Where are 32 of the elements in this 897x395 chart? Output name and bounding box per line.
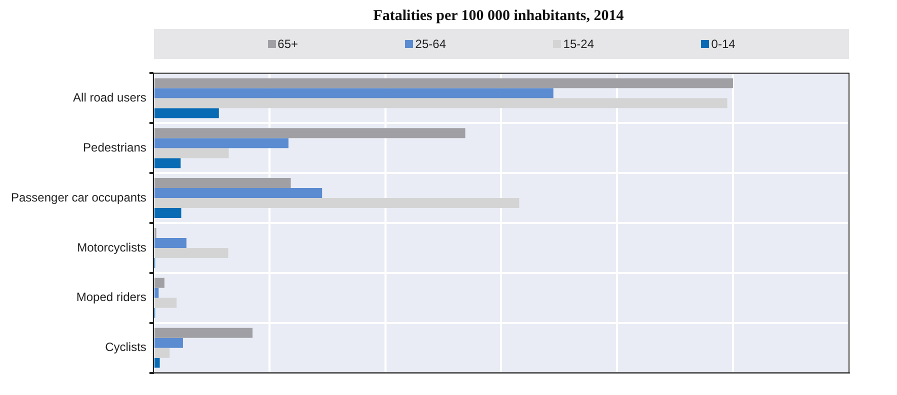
y-tick-label: Cyclists <box>105 340 146 354</box>
bar <box>154 348 170 358</box>
bar <box>154 138 288 148</box>
legend-label: 65+ <box>278 37 298 51</box>
bar <box>154 248 228 258</box>
legend-label: 15-24 <box>563 37 594 51</box>
bar <box>154 358 160 368</box>
y-tick-label: Passenger car occupants <box>10 190 146 204</box>
bar <box>154 98 728 108</box>
bar <box>154 158 181 168</box>
bar <box>154 338 183 348</box>
y-tick-label: All road users <box>73 90 146 104</box>
bar <box>154 108 219 118</box>
bar <box>154 328 253 338</box>
bar <box>154 298 177 308</box>
bar <box>154 128 466 138</box>
y-tick-label: Motorcyclists <box>77 240 146 254</box>
chart-title: Fatalities per 100 000 inhabitants, 2014 <box>372 8 625 25</box>
bar <box>154 208 182 218</box>
bar <box>154 198 520 208</box>
bar <box>154 178 291 188</box>
bar <box>154 88 554 98</box>
y-tick-label: Pedestrians <box>83 140 146 154</box>
legend-label: 0-14 <box>711 37 736 51</box>
y-tick-label: Moped riders <box>76 290 146 304</box>
bar <box>154 148 229 158</box>
bar <box>154 278 164 288</box>
legend-label: 25-64 <box>415 37 446 51</box>
bar <box>154 188 322 198</box>
bar <box>154 78 734 88</box>
bar <box>154 238 186 248</box>
bar <box>154 288 159 298</box>
